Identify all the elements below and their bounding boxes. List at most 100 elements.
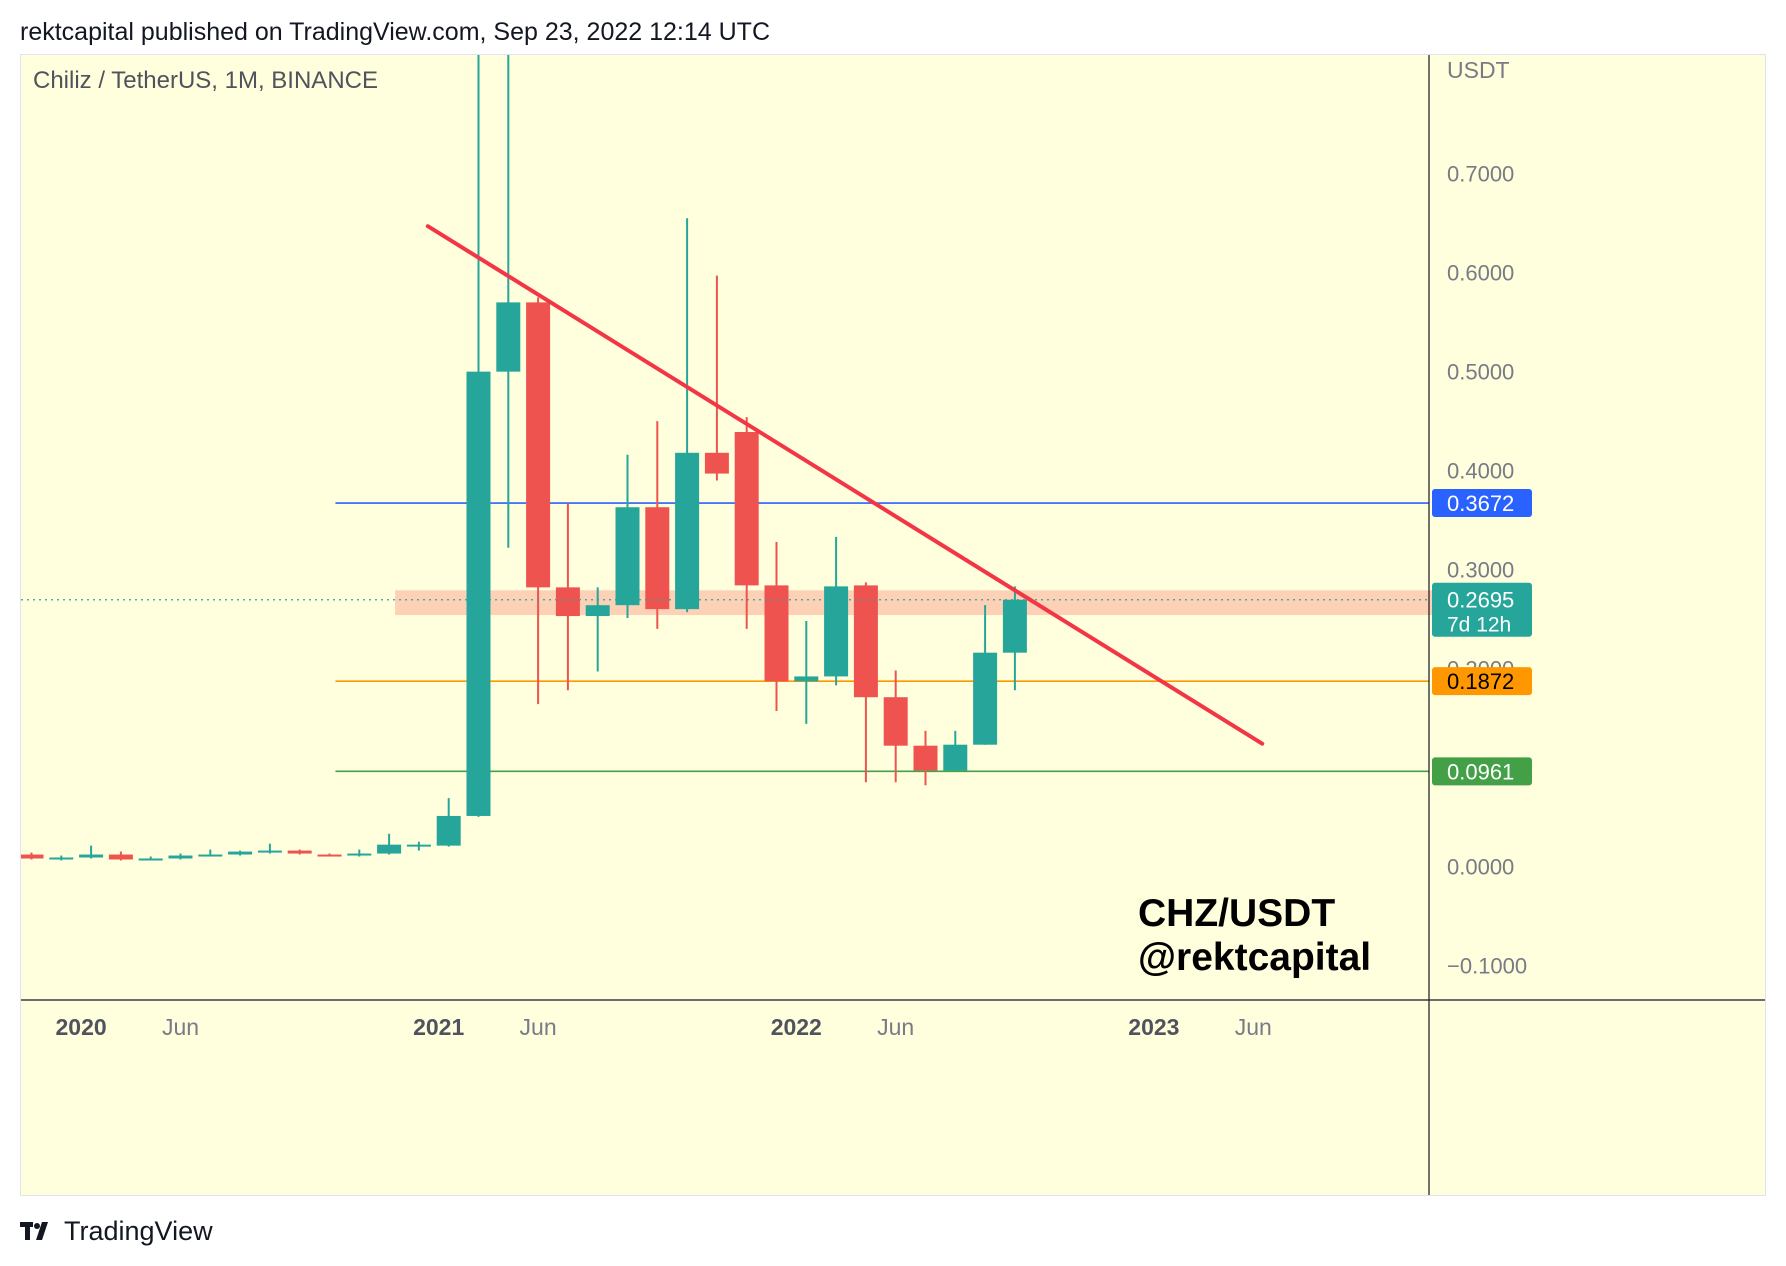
candle-body [973,652,998,745]
candle [883,670,908,783]
candle-body [764,585,789,682]
last-price-label: 0.2695 [1447,588,1514,613]
y-tick-label: 0.6000 [1447,261,1514,286]
candle [794,621,819,724]
candle [436,798,461,847]
candle-body [228,851,253,855]
candle-body [913,745,938,771]
candle [526,297,551,705]
candle [49,855,74,861]
footer: TradingView [20,1216,213,1247]
candle [734,417,759,629]
candle-countdown: 7d 12h [1447,614,1511,637]
candle-body [526,302,551,588]
candle-body [675,452,700,610]
candle [824,536,849,686]
y-tick-label: 0.7000 [1447,162,1514,187]
orange-level-badge [1432,667,1532,696]
x-tick-label: 2023 [1128,1014,1179,1040]
candle [21,852,44,860]
blue-level-label: 0.3672 [1447,491,1514,516]
candle-body [287,850,312,854]
candle-body [21,854,44,859]
chart-title: Chiliz / TetherUS, 1M, BINANCE [33,67,378,94]
y-tick-label: 0.5000 [1447,360,1514,385]
candle-body [1002,599,1027,653]
orange-level-label: 0.1872 [1447,669,1514,694]
x-tick-label: Jun [1235,1014,1272,1040]
candle [585,587,610,672]
candle-body [824,586,849,677]
x-tick-label: Jun [877,1014,914,1040]
candle-body [377,844,402,854]
candle-body [257,850,282,853]
candlestick-chart[interactable]: Chiliz / TetherUS, 1M, BINANCE CHZ/USDT@r… [21,55,1766,1196]
candle [764,541,789,712]
candle-body [79,854,104,858]
candle-body [704,452,729,474]
x-tick-label: 2022 [771,1014,822,1040]
candle [138,856,163,861]
candle-body [198,854,223,857]
candle [973,605,998,745]
candle-body [883,697,908,746]
candle-body [347,853,372,856]
tradingview-logo-icon[interactable] [20,1216,54,1247]
x-tick-label: Jun [162,1014,199,1040]
candle [228,850,253,856]
candle-body [406,844,431,847]
x-tick-label: Jun [520,1014,557,1040]
y-tick-label: −0.1000 [1447,953,1527,978]
chart-panel[interactable]: Chiliz / TetherUS, 1M, BINANCE CHZ/USDT @r… [20,54,1766,1196]
candle-body [615,507,640,606]
candle [108,851,133,861]
watermark-author: @rektcapital [1138,936,1371,979]
candle [615,454,640,619]
candle [466,55,491,817]
candle-body [555,587,580,617]
candle-body [794,676,819,682]
candle [555,503,580,691]
resistance-zone [395,590,1439,616]
x-tick-label: 2020 [56,1014,107,1040]
candle-body [168,855,193,859]
last-price-badge [1432,582,1532,637]
candle-body [585,605,610,617]
candle [913,730,938,786]
currency-label: USDT [1447,57,1510,83]
candle-body [108,854,133,860]
candle-body [436,815,461,846]
candle-body [317,854,342,857]
candle [168,853,193,860]
candle-body [466,371,491,816]
blue-level-badge [1432,489,1532,518]
watermark-pair: CHZ/USDT [1138,892,1335,935]
candle [257,843,282,854]
candle [704,275,729,481]
candle-body [138,858,163,861]
candle [347,849,372,857]
publish-info: rektcapital published on TradingView.com… [20,18,770,46]
candle [287,849,312,855]
candle [377,833,402,855]
candle-body [496,302,521,372]
green-level-label: 0.0961 [1447,759,1514,784]
candle-body [49,857,74,860]
candle [79,845,104,859]
footer-brand[interactable]: TradingView [64,1216,213,1246]
candle [1002,586,1027,691]
candle-body [734,432,759,586]
x-tick-label: 2021 [413,1014,464,1040]
descending-trendline [425,224,1265,746]
candle [496,55,521,548]
y-tick-label: 0.4000 [1447,459,1514,484]
candle [317,853,342,857]
green-level-badge [1432,757,1532,786]
y-tick-label: 0.0000 [1447,854,1514,879]
candle [645,421,670,629]
candle-body [645,507,670,610]
candle [675,218,700,613]
candle-body [943,744,968,771]
candle [198,849,223,857]
candle [943,730,968,772]
